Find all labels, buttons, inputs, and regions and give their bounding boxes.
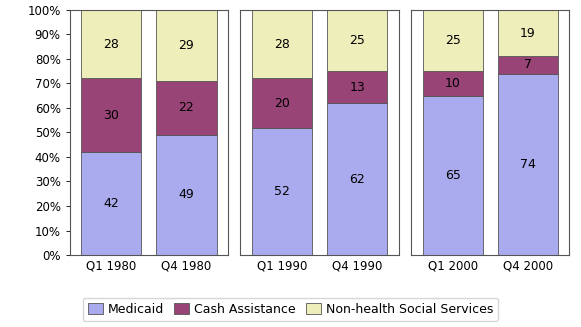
Bar: [422, 95, 483, 255]
Text: 7: 7: [524, 59, 532, 72]
Bar: [81, 78, 141, 152]
Legend: Medicaid, Cash Assistance, Non-health Social Services: Medicaid, Cash Assistance, Non-health So…: [83, 298, 498, 321]
Text: 42: 42: [103, 197, 119, 210]
Text: 13: 13: [349, 80, 365, 94]
Bar: [498, 74, 558, 255]
Bar: [252, 78, 312, 128]
Bar: [156, 10, 217, 81]
Bar: [327, 10, 388, 71]
Bar: [252, 10, 312, 78]
Text: 10: 10: [444, 77, 461, 90]
Text: 30: 30: [103, 109, 119, 122]
Text: 28: 28: [103, 38, 119, 51]
Text: 28: 28: [274, 38, 290, 51]
Text: 25: 25: [349, 34, 365, 47]
Text: 20: 20: [274, 96, 290, 110]
Bar: [422, 10, 483, 71]
Text: 49: 49: [178, 188, 194, 201]
Bar: [327, 71, 388, 103]
Bar: [81, 152, 141, 255]
Bar: [498, 10, 558, 57]
Text: 65: 65: [444, 169, 461, 182]
Text: 74: 74: [520, 158, 536, 171]
Bar: [156, 135, 217, 255]
Text: 29: 29: [178, 39, 194, 52]
Bar: [422, 71, 483, 95]
Text: 52: 52: [274, 185, 290, 198]
Bar: [156, 81, 217, 135]
Bar: [498, 56, 558, 74]
Text: 62: 62: [349, 173, 365, 185]
Text: 22: 22: [178, 101, 194, 114]
Bar: [327, 103, 388, 255]
Bar: [81, 10, 141, 78]
Text: 19: 19: [520, 26, 536, 40]
Bar: [252, 128, 312, 255]
Text: 25: 25: [444, 34, 461, 47]
